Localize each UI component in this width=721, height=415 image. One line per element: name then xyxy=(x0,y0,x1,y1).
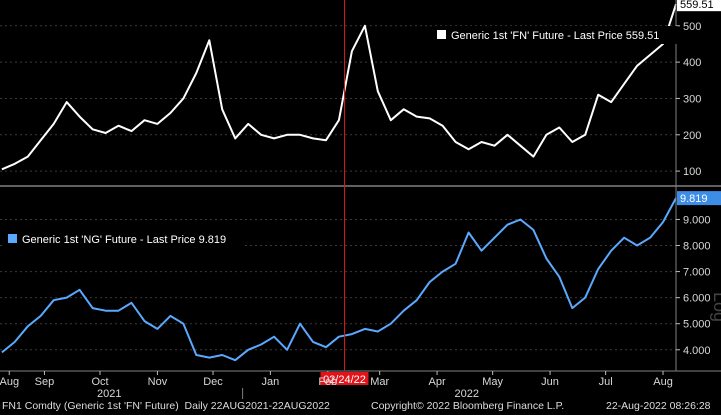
x-tick-label: Jul xyxy=(599,376,613,388)
ng-last-value-bg xyxy=(677,191,721,206)
x-tick-label: Oct xyxy=(91,376,108,388)
x-tick-label: Nov xyxy=(148,376,168,388)
x-tick-label: May xyxy=(482,376,503,388)
ng-y-tick-label: 6.000 xyxy=(683,293,711,305)
footer-timestamp: 22-Aug-2022 08:26:28 xyxy=(606,400,711,412)
x-year-label: 2021 xyxy=(97,388,121,400)
fn-last-value-label: 559.51 xyxy=(680,0,714,11)
fn-y-tick-label: 500 xyxy=(683,21,701,33)
ng-legend-swatch xyxy=(8,234,17,243)
fn-y-tick-label: 200 xyxy=(683,130,701,142)
event-label-bg xyxy=(320,372,369,385)
x-tick-label: Feb xyxy=(318,376,337,388)
fn-y-tick-label: 400 xyxy=(683,57,701,69)
ng-y-tick-label: 7.000 xyxy=(683,267,711,279)
fn-y-tick-label: 300 xyxy=(683,93,701,105)
fn-legend-box xyxy=(433,26,677,44)
ng-legend-label: Generic 1st 'NG' Future - Last Price 9.8… xyxy=(22,234,226,246)
ng-y-tick-label: 9.000 xyxy=(683,214,711,226)
footer-left: FN1 Comdty (Generic 1st 'FN' Future) Dai… xyxy=(2,400,330,412)
ng-last-value-label: 9.819 xyxy=(680,193,708,205)
x-tick-label: Dec xyxy=(203,376,223,388)
log-scale-watermark: Log xyxy=(710,292,721,322)
event-label: 02/24/22 xyxy=(323,374,366,386)
x-tick-label: Jun xyxy=(541,376,559,388)
x-year-label: 2022 xyxy=(454,388,478,400)
x-tick-label: Sep xyxy=(35,376,55,388)
fn-series-line xyxy=(1,3,677,171)
fn-y-tick-label: 100 xyxy=(683,166,701,178)
ng-y-tick-label: 4.000 xyxy=(683,345,711,357)
x-tick-label: Aug xyxy=(0,376,19,388)
x-tick-label: Aug xyxy=(653,376,673,388)
footer-copyright: Copyright© 2022 Bloomberg Finance L.P. xyxy=(371,400,565,412)
x-tick-label: Mar xyxy=(370,376,389,388)
ng-y-tick-label: 5.000 xyxy=(683,319,711,331)
fn-last-value-bg xyxy=(677,0,721,12)
x-tick-label: Jan xyxy=(262,376,280,388)
fn-legend-label: Generic 1st 'FN' Future - Last Price 559… xyxy=(451,30,659,42)
fn-legend-swatch xyxy=(437,30,446,39)
x-tick-label: Apr xyxy=(429,376,446,388)
ng-legend-box xyxy=(4,230,244,248)
ng-series-line xyxy=(1,197,677,362)
ng-y-tick-label: 8.000 xyxy=(683,241,711,253)
